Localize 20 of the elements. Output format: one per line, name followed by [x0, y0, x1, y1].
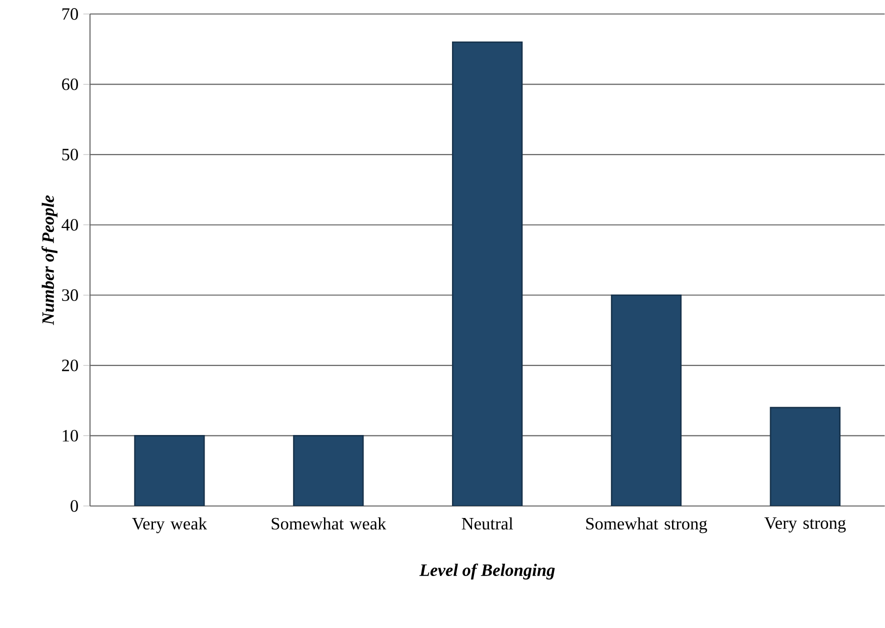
bar	[770, 406, 841, 506]
y-axis-title: Number of People	[42, 195, 58, 326]
y-tick-label: 50	[62, 148, 78, 160]
y-tick-label: 0	[70, 500, 78, 512]
y-tick-label: 60	[62, 78, 78, 90]
bar	[610, 294, 682, 506]
x-tick-label: Very strong	[764, 517, 846, 532]
y-tick-label: 70	[62, 8, 78, 20]
y-tick-label: 10	[62, 430, 78, 442]
bar	[452, 41, 523, 506]
y-tick-label: 20	[62, 360, 78, 372]
bar	[293, 435, 364, 506]
x-tick-label: Very weak	[132, 517, 208, 534]
x-tick-label: Somewhat strong	[586, 517, 708, 534]
bar	[134, 435, 205, 506]
y-tick-label: 30	[62, 289, 78, 301]
x-axis-title: Level of Belonging	[419, 564, 555, 580]
x-tick-label: Neutral	[462, 517, 513, 530]
x-tick-label: Somewhat weak	[272, 517, 386, 530]
y-tick-label: 40	[62, 219, 78, 231]
